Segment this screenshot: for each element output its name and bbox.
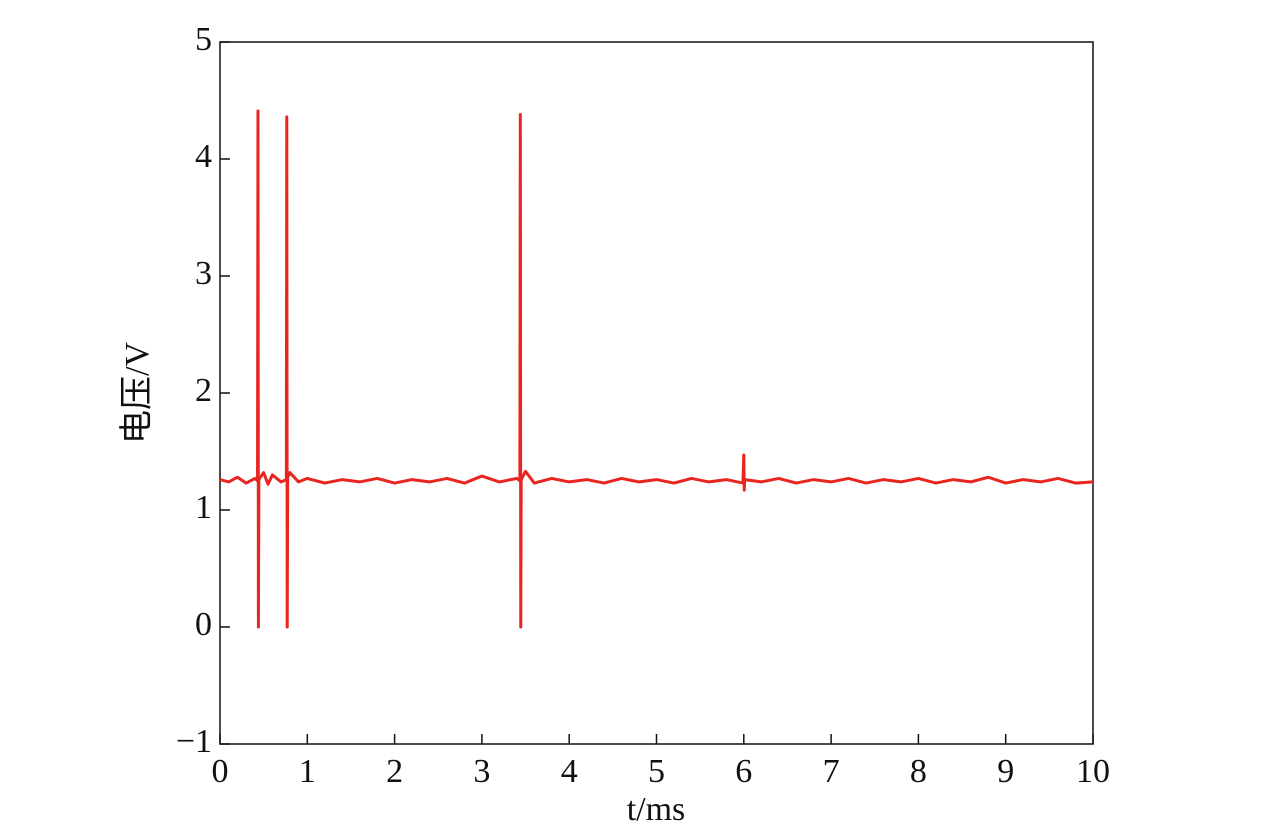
x-tick-label: 6 xyxy=(735,753,752,790)
plot-frame xyxy=(219,41,1094,745)
y-tick-label: 0 xyxy=(195,606,212,643)
x-tick-label: 3 xyxy=(473,753,490,790)
y-tick-label: 4 xyxy=(195,138,212,175)
y-axis-label: 电压/V xyxy=(118,342,156,444)
x-tick-label: 7 xyxy=(823,753,840,790)
y-tick-label: 1 xyxy=(195,489,212,526)
data-line xyxy=(219,109,1094,629)
y-tick-label: 2 xyxy=(195,372,212,409)
x-tick-label: 10 xyxy=(1076,753,1110,790)
x-tick-label: 0 xyxy=(212,753,229,790)
x-tick-label: 9 xyxy=(997,753,1014,790)
y-tick-label: −1 xyxy=(176,723,212,760)
y-tick-label: 3 xyxy=(195,255,212,292)
x-tick-label: 5 xyxy=(648,753,665,790)
x-tick-label: 8 xyxy=(910,753,927,790)
x-tick-label: 1 xyxy=(299,753,316,790)
x-tick-label: 4 xyxy=(561,753,578,790)
x-tick-label: 2 xyxy=(386,753,403,790)
y-tick-label: 5 xyxy=(195,21,212,58)
x-axis-label: t/ms xyxy=(627,791,686,828)
